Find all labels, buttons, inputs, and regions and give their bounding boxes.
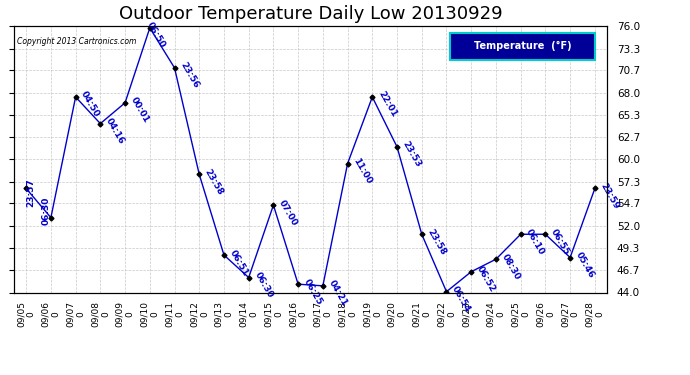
Text: 23:56: 23:56 (178, 61, 200, 90)
Text: 09/12
0: 09/12 0 (190, 301, 209, 327)
Text: 09/23
0: 09/23 0 (462, 301, 481, 327)
Text: 23:59: 23:59 (598, 182, 621, 211)
Text: 06:51: 06:51 (228, 248, 250, 277)
Text: 09/24
0: 09/24 0 (486, 301, 506, 327)
Text: 09/22
0: 09/22 0 (437, 301, 456, 327)
Text: 07:00: 07:00 (277, 198, 299, 227)
Text: 09/08
0: 09/08 0 (90, 301, 110, 327)
Text: 09/07
0: 09/07 0 (66, 301, 86, 327)
Text: 04:16: 04:16 (104, 117, 126, 146)
Text: 09/27
0: 09/27 0 (560, 301, 580, 327)
Text: 06:52: 06:52 (475, 265, 497, 294)
Text: 23:57: 23:57 (26, 178, 35, 207)
Text: 09/14
0: 09/14 0 (239, 301, 258, 327)
Text: 09/16
0: 09/16 0 (288, 301, 308, 327)
Text: 09/06
0: 09/06 0 (41, 301, 61, 327)
Text: 09/18
0: 09/18 0 (338, 301, 357, 327)
Text: 09/11
0: 09/11 0 (165, 301, 184, 327)
Text: 22:01: 22:01 (376, 90, 398, 119)
Text: 06:25: 06:25 (302, 277, 324, 306)
Text: 23:58: 23:58 (426, 227, 448, 256)
Text: 09/21
0: 09/21 0 (412, 301, 431, 327)
Text: 04:50: 04:50 (79, 90, 101, 119)
Text: 09/26
0: 09/26 0 (535, 301, 555, 327)
Title: Outdoor Temperature Daily Low 20130929: Outdoor Temperature Daily Low 20130929 (119, 5, 502, 23)
FancyBboxPatch shape (450, 33, 595, 60)
Text: 23:53: 23:53 (401, 140, 423, 169)
Text: 06:30: 06:30 (42, 197, 51, 225)
Text: 06:10: 06:10 (524, 227, 546, 256)
Text: 09/17
0: 09/17 0 (313, 301, 333, 327)
Text: Temperature  (°F): Temperature (°F) (474, 41, 571, 51)
Text: 06:54: 06:54 (450, 285, 472, 314)
Text: 00:01: 00:01 (129, 96, 150, 125)
Text: 09/20
0: 09/20 0 (387, 301, 406, 327)
Text: 06:50: 06:50 (145, 21, 167, 50)
Text: 09/13
0: 09/13 0 (215, 301, 234, 327)
Text: 23:58: 23:58 (203, 167, 225, 196)
Text: 09/15
0: 09/15 0 (264, 301, 283, 327)
Text: 08:30: 08:30 (500, 252, 522, 281)
Text: 05:46: 05:46 (574, 251, 596, 280)
Text: 09/10
0: 09/10 0 (140, 301, 159, 327)
Text: 09/28
0: 09/28 0 (585, 301, 604, 327)
Text: Copyright 2013 Cartronics.com: Copyright 2013 Cartronics.com (17, 37, 136, 46)
Text: 09/25
0: 09/25 0 (511, 301, 531, 327)
Text: 09/05
0: 09/05 0 (17, 301, 36, 327)
Text: 09/19
0: 09/19 0 (363, 301, 382, 327)
Text: 06:55: 06:55 (549, 227, 571, 256)
Text: 11:00: 11:00 (351, 156, 373, 186)
Text: 06:30: 06:30 (253, 270, 275, 300)
Text: 09/09
0: 09/09 0 (115, 301, 135, 327)
Text: 04:21: 04:21 (326, 279, 348, 308)
